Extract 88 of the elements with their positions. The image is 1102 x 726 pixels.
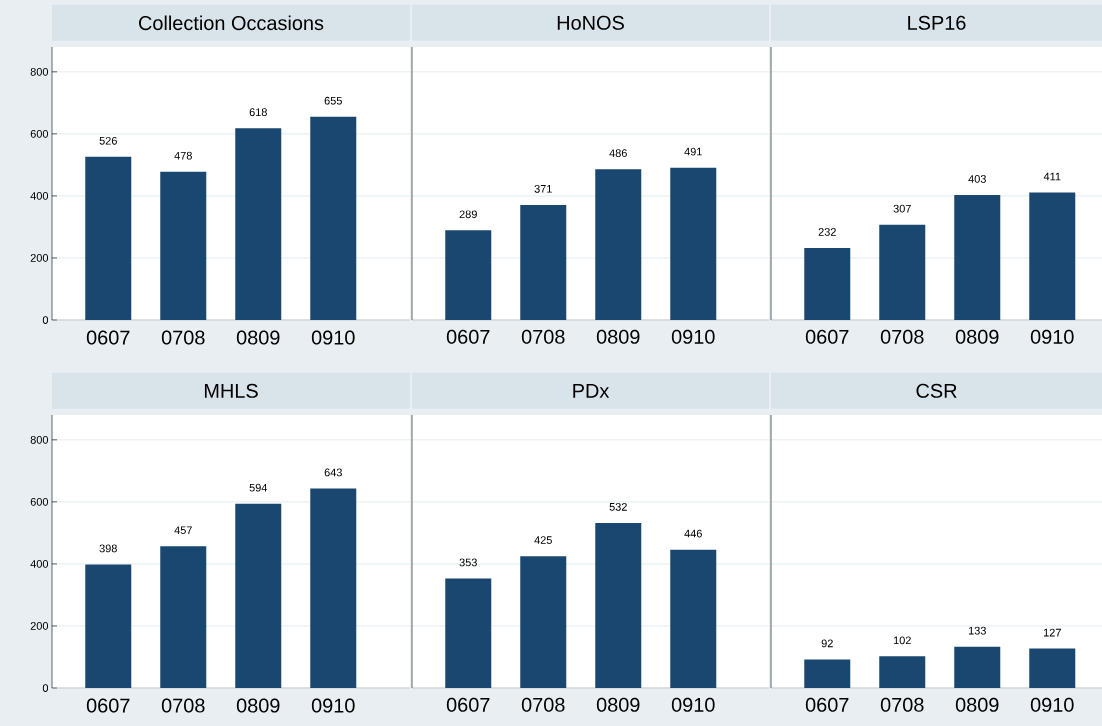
data-label: 307 [893,204,911,213]
data-label: 594 [249,483,268,492]
data-label: 618 [249,108,267,117]
bar [520,556,567,688]
bar [160,171,207,320]
bar [235,503,282,688]
y-tick-label: 200 [30,254,49,262]
x-tick-label: 0708 [521,697,565,712]
data-label: 425 [534,536,552,544]
bar [85,564,132,688]
data-label: 92 [821,639,833,648]
bar [670,549,717,688]
bar [445,578,492,688]
data-label: 532 [609,503,627,511]
data-label: 102 [893,636,911,645]
data-label: 371 [534,184,552,193]
y-tick-label: 800 [30,435,49,444]
bar [595,522,642,688]
y-tick-label: 200 [30,622,49,630]
data-label: 478 [174,151,192,160]
bar [520,204,567,320]
data-label: 446 [684,529,702,538]
bar [310,116,357,320]
x-tick-label: 0809 [236,698,280,713]
x-tick-label: 0809 [955,329,999,344]
x-tick-label: 0910 [1030,697,1074,712]
bar [879,224,926,320]
bar [1029,192,1076,320]
bar [160,546,207,688]
data-label: 491 [684,147,702,156]
x-tick-label: 0607 [446,697,490,712]
y-tick-label: 600 [30,130,49,138]
y-tick-label: 400 [30,560,49,568]
x-tick-label: 0607 [86,698,130,713]
x-tick-label: 0708 [880,329,924,344]
x-tick-label: 0708 [521,329,565,344]
x-tick-label: 0607 [446,329,490,344]
bar [235,128,282,320]
data-label: 411 [1043,172,1061,181]
bar [1029,648,1076,688]
x-tick-label: 0809 [236,330,280,345]
chart-title: PDx [573,383,610,398]
bar [445,230,492,320]
y-tick-label: 600 [30,498,49,506]
chart-title: LSP16 [908,15,966,30]
x-tick-label: 0607 [805,329,849,344]
data-label: 232 [818,228,836,236]
x-tick-label: 0708 [161,330,205,345]
data-label: 353 [459,558,477,567]
x-tick-label: 0910 [311,698,355,713]
chart-title: HoNOS [557,15,624,30]
y-tick-label: 0 [42,316,49,324]
bar [804,248,851,320]
data-label: 289 [459,210,477,219]
bar [954,194,1001,320]
data-label: 526 [99,136,117,145]
x-tick-label: 0910 [671,697,715,712]
x-tick-label: 0809 [596,697,640,712]
bar [85,156,132,320]
chart-title: CSR [916,383,957,398]
bar [595,169,642,320]
x-tick-label: 0708 [161,698,205,713]
bar [310,488,357,688]
data-label: 655 [324,96,342,105]
data-label: 127 [1043,628,1061,637]
x-tick-label: 0910 [1030,329,1074,344]
x-tick-label: 0910 [671,329,715,344]
y-tick-label: 400 [30,192,49,200]
y-tick-label: 0 [42,684,49,692]
data-label: 486 [609,149,627,158]
bar [954,646,1001,688]
x-tick-label: 0607 [86,330,130,345]
data-label: 457 [174,526,192,535]
chart-title: MHLS [204,383,258,398]
data-label: 643 [324,468,342,477]
chart-title: Collection Occasions [139,15,324,31]
x-tick-label: 0708 [880,697,924,712]
data-label: 403 [968,175,986,183]
bar [804,659,851,688]
y-tick-label: 800 [30,67,49,76]
data-label: 133 [968,626,986,635]
bar [670,167,717,320]
x-tick-label: 0607 [805,697,849,712]
x-tick-label: 0809 [596,329,640,344]
x-tick-label: 0910 [311,330,355,345]
x-tick-label: 0809 [955,697,999,712]
data-label: 398 [99,544,117,553]
bar [879,656,926,688]
